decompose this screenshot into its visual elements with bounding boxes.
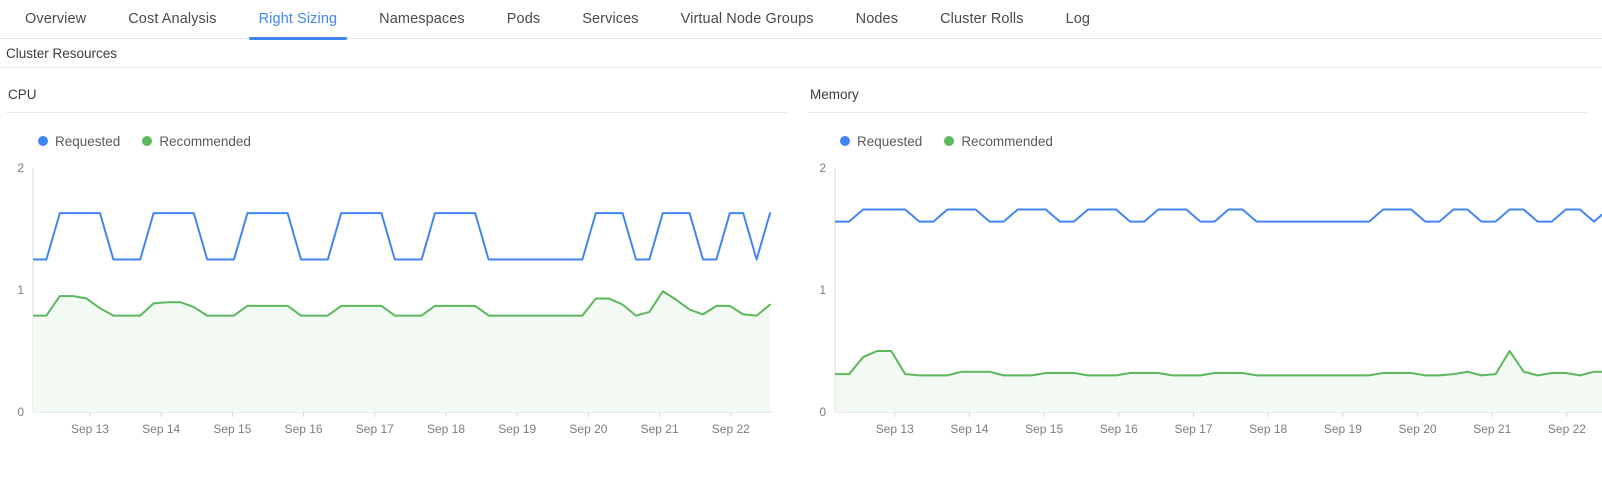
x-tick-label: Sep 20 (1399, 422, 1437, 436)
tab-label: Cost Analysis (128, 11, 217, 27)
y-tick-label: 2 (17, 161, 24, 175)
x-tick-label: Sep 21 (1473, 422, 1511, 436)
x-tick-label: Sep 15 (1025, 422, 1063, 436)
resource-panels: CPU Requested Recommended 0 1 2 Sep 13 Sep 14… (0, 68, 1602, 450)
legend-swatch-recommended-icon (944, 136, 955, 146)
legend-memory: Requested Recommended (808, 132, 1602, 150)
x-tick-label: Sep 15 (213, 422, 251, 436)
x-tick-label: Sep 16 (1100, 422, 1138, 436)
section-title: Cluster Resources (6, 45, 118, 61)
legend-label: Recommended (961, 133, 1053, 149)
series-area-recommended (33, 291, 770, 412)
legend-cpu: Requested Recommended (6, 132, 802, 150)
panel-cpu-title: CPU (8, 87, 37, 102)
x-tick-label: Sep 19 (1324, 422, 1362, 436)
series-line-requested (33, 212, 771, 261)
tab-cost-analysis[interactable]: Cost Analysis (107, 0, 237, 39)
tab-label: Services (582, 11, 639, 27)
tab-label: Virtual Node Groups (680, 11, 814, 27)
x-tick-label: Sep 18 (1249, 422, 1287, 436)
tab-virtual-node-groups[interactable]: Virtual Node Groups (660, 0, 835, 39)
tab-label: Nodes (855, 11, 899, 27)
x-tick-label: Sep 22 (712, 422, 750, 436)
tab-label: Namespaces (379, 11, 465, 27)
tab-label: Overview (25, 11, 87, 27)
panel-cpu-header: CPU (6, 87, 788, 113)
legend-label: Requested (857, 133, 923, 149)
x-tick-label: Sep 22 (1548, 422, 1586, 436)
tab-services[interactable]: Services (561, 0, 659, 39)
tab-label: Log (1065, 11, 1091, 27)
tab-right-sizing[interactable]: Right Sizing (238, 0, 359, 40)
y-tick-label: 2 (819, 161, 826, 175)
x-tick-label: Sep 18 (427, 422, 465, 436)
legend-item-recommended[interactable]: Recommended (142, 134, 251, 149)
tab-pods[interactable]: Pods (486, 0, 561, 39)
legend-label: Recommended (159, 133, 251, 149)
x-tick-label: Sep 20 (569, 422, 607, 436)
legend-swatch-requested-icon (840, 136, 850, 146)
tab-cluster-rolls[interactable]: Cluster Rolls (919, 0, 1045, 39)
legend-swatch-recommended-icon (142, 136, 153, 146)
legend-swatch-requested-icon (38, 136, 48, 146)
chart-svg-memory: 0 1 2 Sep 13 Sep 14 Sep 15 Sep 16 Sep 17 Sep 18 S… (819, 161, 1602, 436)
x-tick-label: Sep 19 (498, 422, 536, 436)
legend-item-requested[interactable]: Requested (840, 134, 922, 149)
tab-label: Right Sizing (258, 11, 338, 27)
tab-log[interactable]: Log (1045, 0, 1112, 39)
tab-overview[interactable]: Overview (4, 0, 107, 39)
y-tick-label: 0 (819, 405, 826, 419)
tab-label: Cluster Rolls (940, 11, 1024, 27)
panel-cpu: CPU Requested Recommended 0 1 2 Sep 13 Sep 14… (0, 87, 802, 450)
y-tick-label: 1 (17, 283, 24, 297)
x-tick-label: Sep 21 (641, 422, 679, 436)
series-line-recommended (33, 290, 771, 317)
x-tick-label: Sep 14 (142, 422, 180, 436)
chart-svg-cpu: 0 1 2 Sep 13 Sep 14 Sep 15 Sep 16 Sep 17 Sep 18 S… (17, 161, 772, 436)
panel-memory: Memory Requested Recommended 0 1 2 Sep 13 Sep… (802, 87, 1602, 450)
legend-label: Requested (55, 133, 121, 149)
section-header-cluster-resources: Cluster Resources (0, 39, 1602, 68)
tab-label: Pods (506, 11, 541, 27)
y-tick-label: 0 (17, 405, 24, 419)
panel-memory-header: Memory (808, 87, 1588, 113)
legend-item-requested[interactable]: Requested (38, 134, 120, 149)
main-tab-bar: Overview Cost Analysis Right Sizing Namespa… (0, 0, 1602, 40)
tab-namespaces[interactable]: Namespaces (358, 0, 486, 39)
panel-memory-title: Memory (810, 87, 859, 102)
x-tick-label: Sep 17 (356, 422, 394, 436)
chart-memory[interactable]: 0 1 2 Sep 13 Sep 14 Sep 15 Sep 16 Sep 17 Sep 18 S… (808, 158, 1602, 450)
y-tick-label: 1 (819, 283, 826, 297)
x-tick-label: Sep 13 (876, 422, 914, 436)
tab-nodes[interactable]: Nodes (835, 0, 919, 39)
x-tick-label: Sep 14 (950, 422, 988, 436)
series-line-requested (835, 208, 1602, 223)
series-line-recommended (835, 350, 1602, 377)
chart-cpu[interactable]: 0 1 2 Sep 13 Sep 14 Sep 15 Sep 16 Sep 17 Sep 18 S… (6, 158, 802, 450)
legend-item-recommended[interactable]: Recommended (944, 134, 1053, 149)
x-tick-label: Sep 13 (71, 422, 109, 436)
x-tick-label: Sep 16 (285, 422, 323, 436)
x-tick-label: Sep 17 (1174, 422, 1212, 436)
series-area-recommended (835, 351, 1602, 412)
